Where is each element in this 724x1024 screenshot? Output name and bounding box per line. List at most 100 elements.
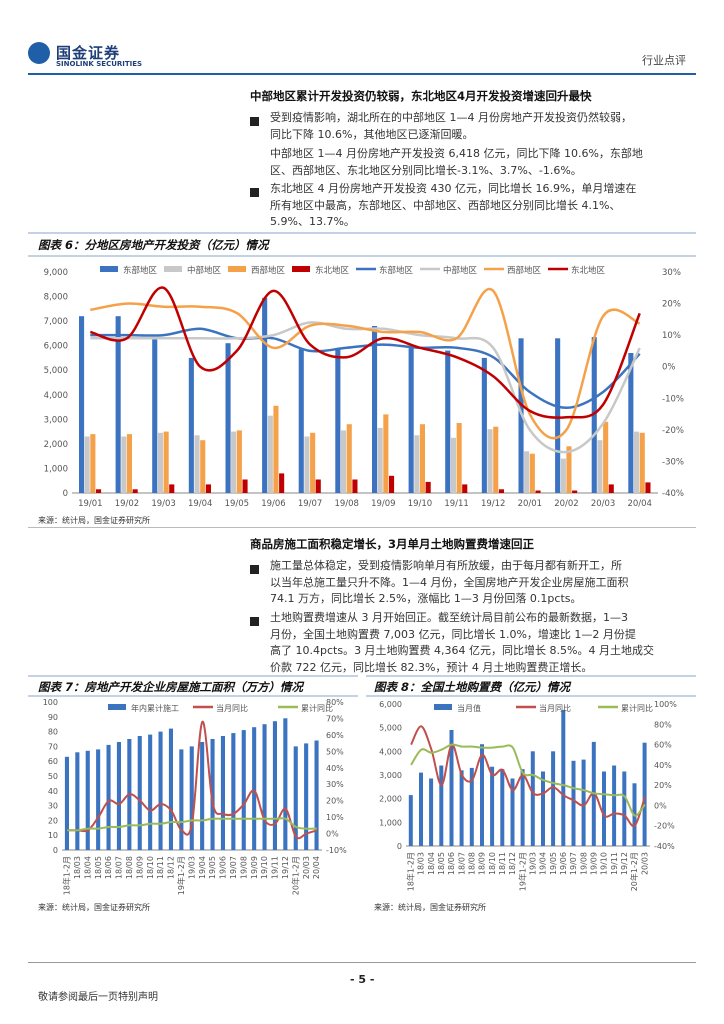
y2-tick-label: 80% <box>326 698 344 707</box>
x-tick-label: 19/05 <box>225 499 250 509</box>
y2-tick-label: 20% <box>654 781 672 790</box>
x-tick-label: 19/05 <box>208 856 217 879</box>
bar-东北地区 <box>315 479 321 493</box>
bar-年内累计施工 <box>241 730 246 850</box>
bar-东北地区 <box>132 489 138 493</box>
bar-西部地区 <box>566 446 572 493</box>
y-tick-label: 1,000 <box>44 464 68 474</box>
bar-东部地区 <box>591 337 597 493</box>
y-tick-label: 80 <box>48 728 58 737</box>
x-tick-label: 19/08 <box>334 499 359 509</box>
bar-当月值 <box>571 760 576 846</box>
fig7-title: 图表 7：房地产开发企业房屋施工面积（万方）情况 <box>38 680 304 694</box>
bar-中部地区 <box>231 431 237 493</box>
legend-label: 累计同比 <box>301 703 333 713</box>
y2-tick-label: 0% <box>654 801 667 810</box>
y2-tick-label: 30% <box>326 780 344 789</box>
figure-band <box>28 675 358 677</box>
bar-年内累计施工 <box>200 742 205 850</box>
bar-东北地区 <box>389 475 395 493</box>
x-tick-label: 19/11 <box>444 499 469 509</box>
bar-当月值 <box>561 709 566 846</box>
bar-西部地区 <box>419 424 425 493</box>
line-东北地区 <box>89 286 641 419</box>
y-tick-label: 60 <box>48 757 58 766</box>
bullet-marker <box>250 617 259 626</box>
bar-当月值 <box>602 771 606 846</box>
x-tick-label: 19/12 <box>620 852 629 875</box>
y-tick-label: 6,000 <box>44 342 68 352</box>
y2-tick-label: -40% <box>654 842 675 851</box>
bar-当月值 <box>612 765 617 846</box>
bar-年内累计施工 <box>252 727 257 850</box>
bar-东部地区 <box>408 348 414 493</box>
y-tick-label: 8,000 <box>44 293 68 303</box>
bar-中部地区 <box>121 436 127 493</box>
bar-当月值 <box>469 767 474 846</box>
bar-西部地区 <box>200 440 206 493</box>
fig7-chart: 0 10 20 30 40 50 60 70 80 90 100 -10% 0% 10% 20% 30% 40%… <box>43 698 347 895</box>
x-tick-label: 20/02 <box>554 499 579 509</box>
bar-东部地区 <box>335 349 341 493</box>
section1-heading: 中部地区累计开发投资仍较弱，东北地区4月开发投资增速回升最快 <box>250 89 592 103</box>
y2-tick-label: 50% <box>326 747 344 756</box>
x-tick-label: 19/09 <box>371 499 396 509</box>
y-tick-label: 30 <box>48 802 58 811</box>
x-tick-label: 19/10 <box>260 856 269 879</box>
y2-tick-label: 20% <box>662 300 681 310</box>
legend-label: 年内累计施工 <box>131 703 179 713</box>
x-tick-label: 19/04 <box>188 499 213 509</box>
footer-divider <box>28 962 696 963</box>
bar-东部地区 <box>298 349 304 493</box>
bar-东北地区 <box>645 482 651 493</box>
y-tick-label: 9,000 <box>44 268 68 278</box>
x-tick-label: 18/06 <box>447 852 456 875</box>
y-tick-label: 2,000 <box>379 795 402 804</box>
bar-中部地区 <box>560 458 566 493</box>
bar-东部地区 <box>445 350 451 493</box>
section-label: 行业点评 <box>642 54 686 67</box>
figure-band <box>28 695 358 697</box>
header-divider <box>28 73 696 75</box>
bar-西部地区 <box>346 424 352 493</box>
y-tick-label: 4,000 <box>379 747 402 756</box>
legend-label: 中部地区 <box>443 265 478 276</box>
figure-band <box>366 675 696 677</box>
bar-当月值 <box>439 765 444 846</box>
x-tick-label: 18/06 <box>104 856 113 879</box>
y-tick-label: 0 <box>53 846 58 855</box>
y2-tick-label: 60% <box>654 741 672 750</box>
legend-swatch <box>292 266 310 272</box>
bar-年内累计施工 <box>116 742 121 850</box>
bar-年内累计施工 <box>210 739 215 850</box>
bar-西部地区 <box>273 405 279 493</box>
bar-东部地区 <box>79 316 85 493</box>
bar-中部地区 <box>341 430 347 493</box>
bar-西部地区 <box>529 453 535 493</box>
bar-中部地区 <box>450 437 456 494</box>
x-tick-label: 19/02 <box>115 499 140 509</box>
x-tick-label: 19/04 <box>539 852 548 875</box>
legend-label: 东部地区 <box>379 265 414 276</box>
fig6-title: 图表 6：分地区房地产开发投资（亿元）情况 <box>38 238 269 252</box>
bar-年内累计施工 <box>64 756 69 850</box>
legend-swatch <box>228 266 246 272</box>
line-累计同比 <box>67 817 317 832</box>
y-tick-label: 2,000 <box>44 440 68 450</box>
bar-年内累计施工 <box>106 744 111 850</box>
fig8-source: 来源：统计局，国金证券研究所 <box>374 903 486 912</box>
bar-东部地区 <box>225 343 231 493</box>
x-tick-label: 20年1-2月 <box>629 852 639 891</box>
x-tick-label: 19/05 <box>549 852 558 875</box>
bar-中部地区 <box>414 435 420 493</box>
bullet-marker <box>250 117 259 126</box>
legend-swatch <box>100 266 118 272</box>
y2-tick-label: 0% <box>662 363 676 373</box>
bar-东部地区 <box>152 338 158 493</box>
x-tick-label: 19/08 <box>239 856 248 879</box>
bar-当月值 <box>520 769 525 846</box>
y2-tick-label: 0% <box>326 830 339 839</box>
section2-bullet1: 施工量总体稳定，受到疫情影响单月有所放缓，由于每月都有新开工，所 以当年总施工量只… <box>270 559 629 605</box>
bar-当月值 <box>642 742 647 846</box>
legend-label: 累计同比 <box>621 703 653 713</box>
